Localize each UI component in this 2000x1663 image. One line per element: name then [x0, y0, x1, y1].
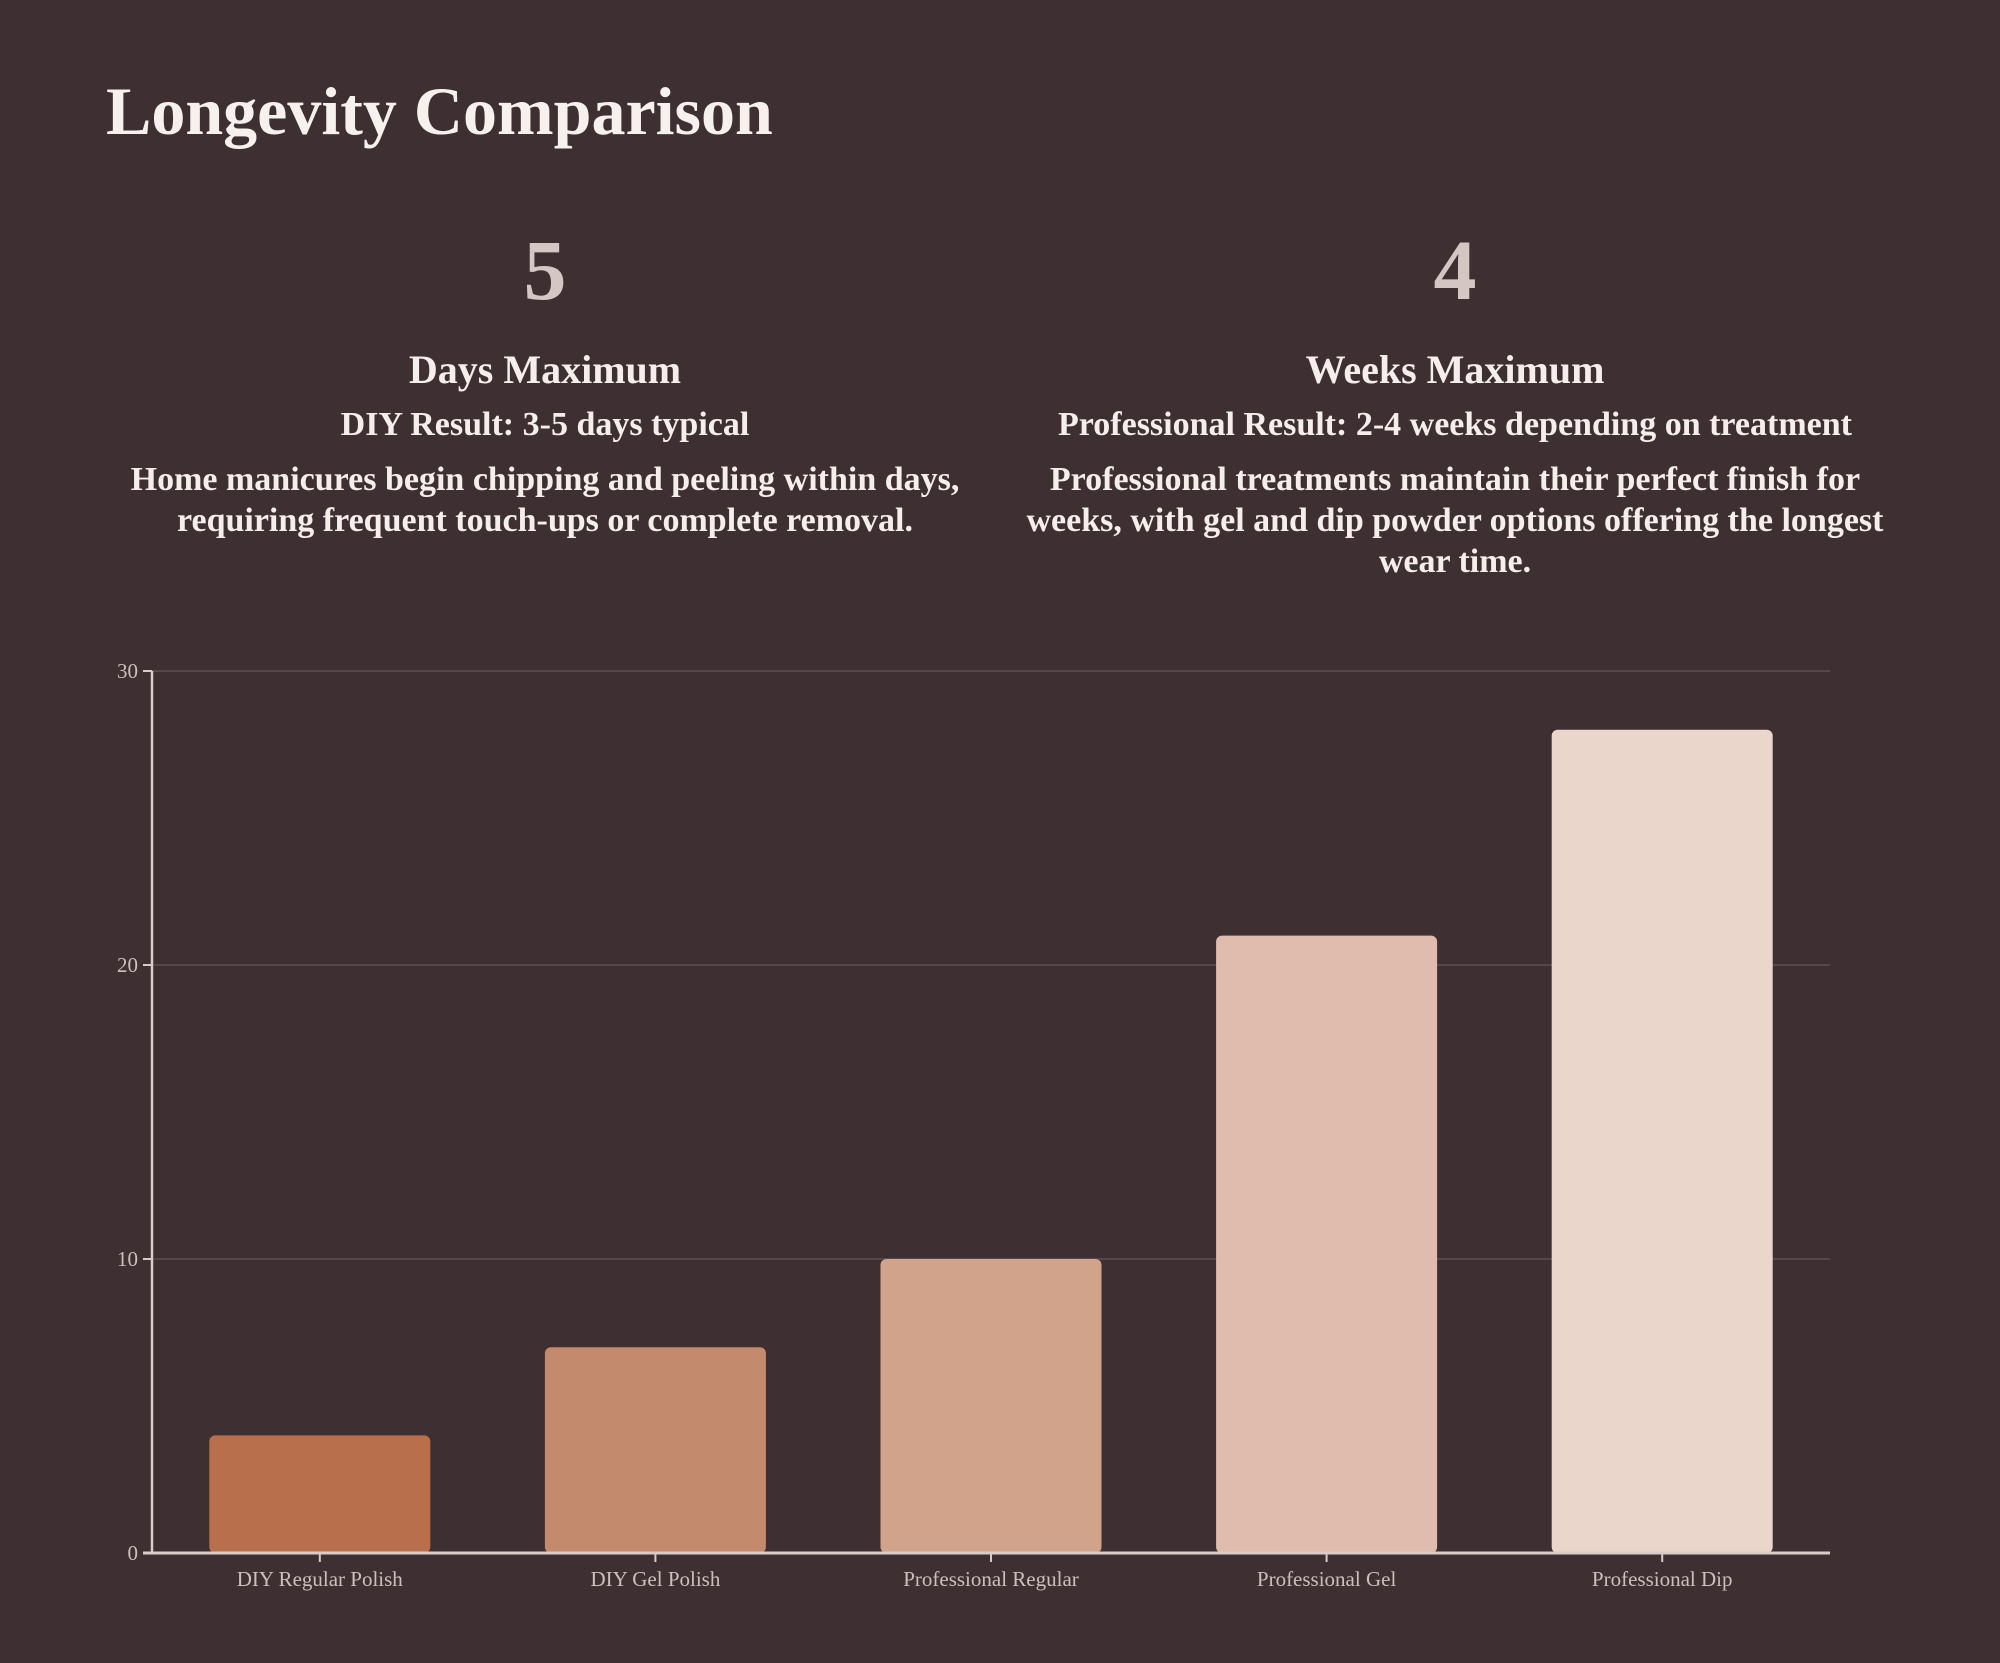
- page-title: Longevity Comparison: [106, 73, 773, 149]
- y-tick-label: 10: [117, 1247, 138, 1271]
- x-tick-label: Professional Regular: [903, 1567, 1079, 1591]
- pro-stat-result: Professional Result: 2-4 weeks depending…: [1058, 406, 1852, 443]
- x-tick-label: DIY Gel Polish: [590, 1567, 720, 1591]
- y-tick-label: 30: [117, 659, 138, 683]
- x-tick-label: Professional Dip: [1592, 1567, 1733, 1591]
- diy-stat-unit: Days Maximum: [408, 347, 682, 392]
- x-tick-label: Professional Gel: [1257, 1567, 1397, 1591]
- y-tick-label: 20: [117, 953, 138, 977]
- bar: [1551, 729, 1773, 1553]
- y-tick-label: 0: [128, 1541, 139, 1565]
- bar: [209, 1435, 431, 1553]
- diy-stat-description: Home manicures begin chipping and peelin…: [130, 461, 960, 539]
- diy-stat-panel: 5 Days Maximum DIY Result: 3-5 days typi…: [105, 215, 985, 541]
- bar: [880, 1259, 1102, 1553]
- x-tick-label: DIY Regular Polish: [237, 1567, 404, 1591]
- bar: [1216, 935, 1438, 1553]
- diy-stat-number: 5: [523, 222, 567, 318]
- pro-stat-panel: 4 Weeks Maximum Professional Result: 2-4…: [1015, 215, 1895, 582]
- pro-stat-number: 4: [1433, 222, 1477, 318]
- pro-stat-unit: Weeks Maximum: [1305, 347, 1605, 392]
- pro-stat-description: Professional treatments maintain their p…: [1026, 461, 1884, 580]
- diy-stat-result: DIY Result: 3-5 days typical: [340, 406, 750, 443]
- bar: [544, 1347, 766, 1553]
